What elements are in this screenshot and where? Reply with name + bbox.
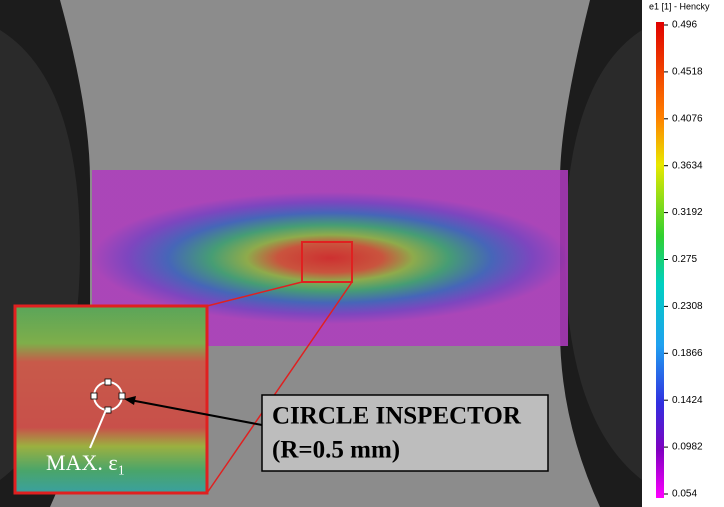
- inspector-title: CIRCLE INSPECTOR: [272, 403, 522, 430]
- colorbar-tick-label: 0.054: [672, 489, 697, 500]
- colorbar-tick-label: 0.3634: [672, 160, 703, 171]
- max-label: MAX. ε₁: [46, 450, 125, 475]
- colorbar-title: e1 [1] - Hencky: [649, 1, 710, 11]
- colorbar-tick-label: 0.1424: [672, 395, 703, 406]
- colorbar-tick-label: 0.275: [672, 254, 697, 265]
- colorbar-tick-label: 0.2308: [672, 301, 703, 312]
- colorbar-tick-label: 0.4076: [672, 113, 703, 124]
- colorbar-tick-label: 0.496: [672, 20, 697, 31]
- figure: MAX. ε₁ CIRCLE INSPECTOR (R=0.5 mm) e1 […: [0, 0, 724, 507]
- inspector-radius: (R=0.5 mm): [272, 437, 400, 464]
- colorbar-tick-label: 0.0982: [672, 442, 703, 453]
- colorbar-tick-label: 0.4518: [672, 67, 703, 78]
- colorbar-tick-label: 0.3192: [672, 207, 703, 218]
- colorbar-tick-label: 0.1866: [672, 348, 703, 359]
- colorbar: [656, 22, 664, 498]
